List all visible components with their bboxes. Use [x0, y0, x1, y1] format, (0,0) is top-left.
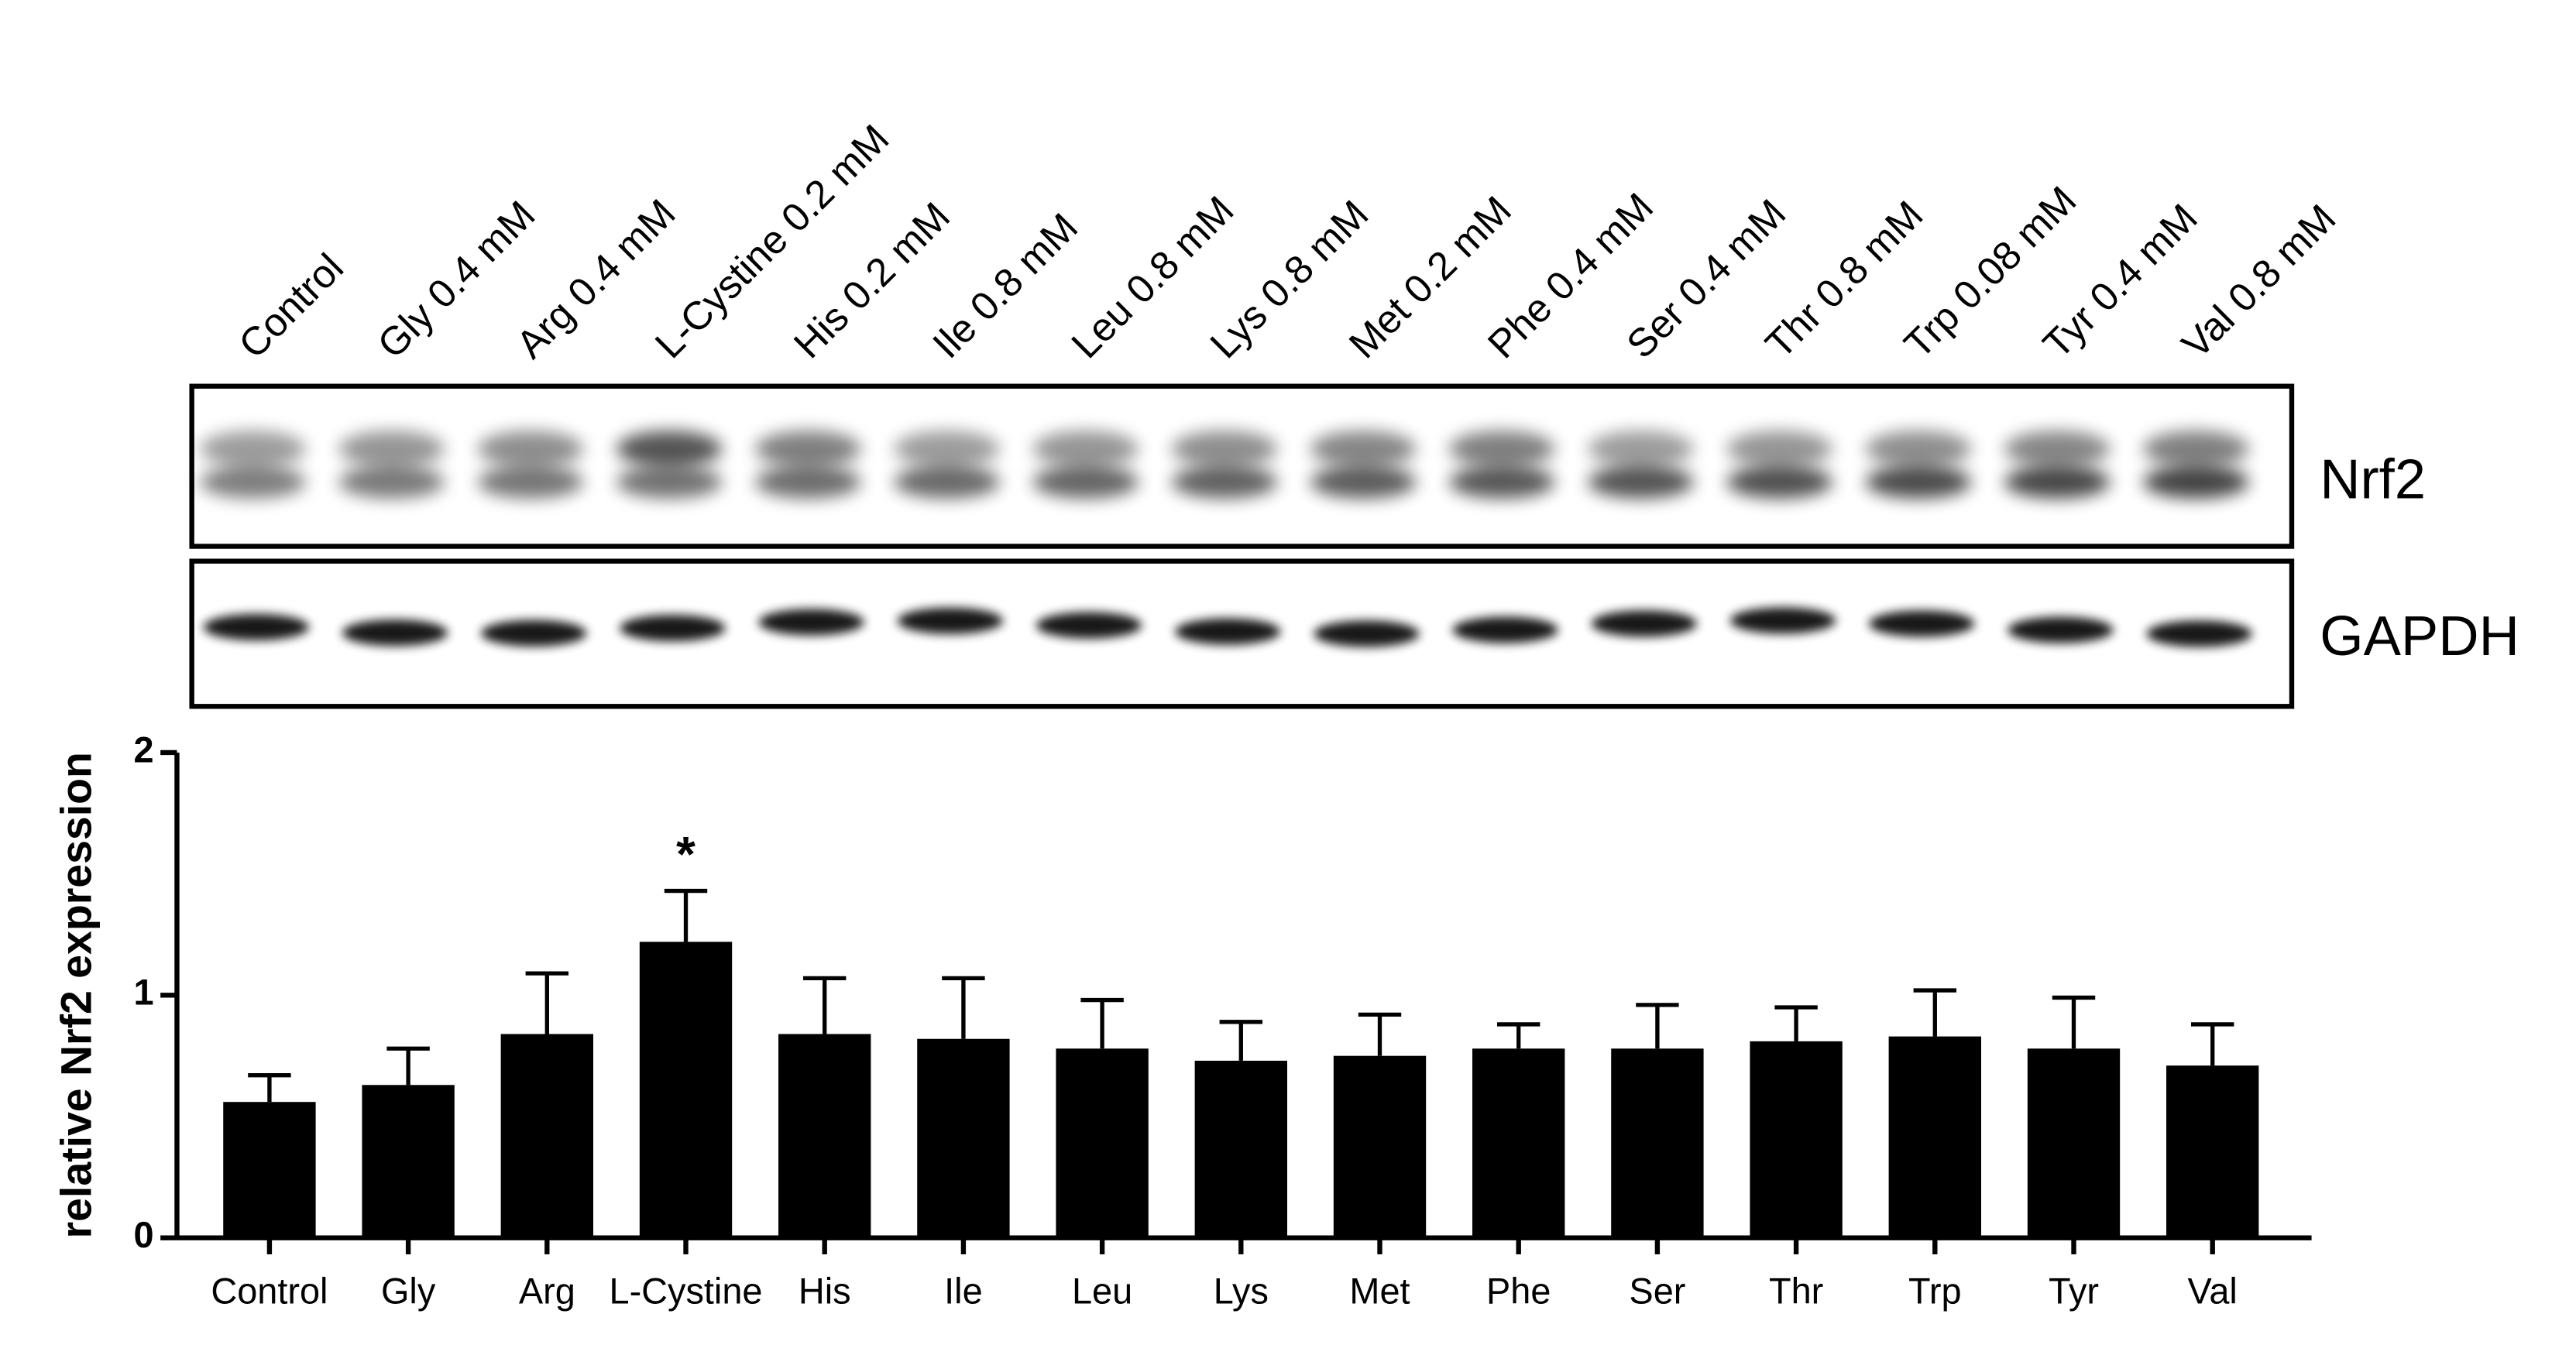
- blot-band: [1865, 431, 1972, 468]
- x-tick-label: L-Cystine: [610, 1271, 763, 1312]
- blot-band: [1175, 618, 1281, 645]
- blot-band: [2004, 431, 2111, 468]
- blot-band: [894, 465, 1000, 499]
- blot-row-label: GAPDH: [2320, 605, 2519, 667]
- bar: [2027, 1048, 2121, 1238]
- x-tick-label: Gly: [381, 1271, 436, 1312]
- bar: [1888, 1036, 1981, 1238]
- y-tick-label: 2: [134, 729, 154, 770]
- lane-label: L-Cystine 0.2 mM: [647, 116, 898, 367]
- blot-band: [1310, 431, 1417, 468]
- blot-band: [481, 619, 587, 647]
- bar: [500, 1034, 593, 1238]
- bar: [1750, 1041, 1843, 1238]
- bar: [1194, 1060, 1287, 1238]
- blot-band: [755, 431, 861, 468]
- blot-band: [616, 465, 723, 499]
- blot-band: [2004, 465, 2111, 499]
- bar: [362, 1085, 455, 1238]
- blot-band: [2143, 465, 2249, 499]
- blot-band: [1726, 431, 1832, 468]
- blot-band: [477, 465, 584, 499]
- y-tick-label: 0: [134, 1215, 154, 1255]
- blot-band: [894, 431, 1000, 468]
- blot-band: [1032, 431, 1139, 468]
- blot-band: [200, 465, 306, 499]
- lane-label: Control: [230, 245, 352, 367]
- x-tick-label: Arg: [519, 1271, 575, 1312]
- blot-band: [203, 613, 310, 641]
- x-tick-label: Ile: [944, 1271, 983, 1312]
- x-tick-label: Met: [1349, 1271, 1410, 1312]
- bar: [1611, 1048, 1704, 1238]
- blot-band: [616, 431, 723, 468]
- blot-band: [1865, 465, 1972, 499]
- x-tick-label: Lys: [1214, 1271, 1269, 1312]
- blot-band: [2008, 616, 2114, 643]
- blot-band: [755, 465, 861, 499]
- blot-band: [620, 615, 726, 642]
- blot-band: [1726, 465, 1832, 499]
- significance-marker: *: [676, 826, 696, 882]
- blot-row-label: Nrf2: [2320, 448, 2426, 511]
- blot-band: [1869, 610, 1975, 637]
- blot-band: [2146, 620, 2252, 647]
- blot: [200, 431, 2252, 647]
- bar: [223, 1102, 316, 1238]
- bar: [1056, 1048, 1149, 1238]
- blot-band: [1171, 465, 1278, 499]
- x-tick-label: Val: [2188, 1271, 2238, 1312]
- x-tick-label: Phe: [1486, 1271, 1551, 1312]
- bar: [1472, 1048, 1565, 1238]
- bar: [778, 1034, 871, 1238]
- blot-band: [1452, 616, 1558, 643]
- blot-band: [2143, 431, 2249, 468]
- blot-band: [477, 431, 584, 468]
- bar: [2166, 1065, 2259, 1238]
- blot-frame: [189, 383, 2295, 549]
- x-tick-label: Thr: [1769, 1271, 1823, 1312]
- bar: [1333, 1055, 1427, 1238]
- blot-band: [1729, 607, 1836, 634]
- y-tick-label: 1: [134, 973, 154, 1013]
- bar: [639, 942, 733, 1238]
- x-tick-label: His: [799, 1271, 851, 1312]
- blot-band: [1171, 431, 1278, 468]
- x-tick-label: Control: [211, 1271, 328, 1312]
- blot-band: [758, 609, 864, 636]
- x-tick-label: Trp: [1908, 1271, 1962, 1312]
- x-tick-label: Tyr: [2049, 1271, 2099, 1312]
- blot-band: [1310, 465, 1417, 499]
- bar: [917, 1038, 1010, 1238]
- x-tick-label: Leu: [1072, 1271, 1132, 1312]
- blot-band: [1449, 465, 1555, 499]
- blot-band: [897, 607, 1004, 634]
- blot-band: [1588, 465, 1694, 499]
- blot-band: [1591, 610, 1698, 637]
- blot-band: [338, 465, 445, 499]
- blot-band: [1032, 465, 1139, 499]
- blot-band: [200, 431, 306, 468]
- x-tick-label: Ser: [1629, 1271, 1685, 1312]
- blot-band: [342, 619, 448, 647]
- blot-band: [1588, 431, 1694, 468]
- blot-band: [1449, 431, 1555, 468]
- blot-band: [338, 431, 445, 468]
- blot-band: [1036, 612, 1142, 639]
- blot-band: [1314, 620, 1420, 647]
- y-axis-label: relative Nrf2 expression: [52, 752, 100, 1238]
